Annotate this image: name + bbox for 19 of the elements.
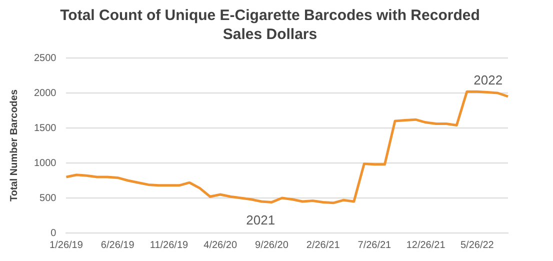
x-tick-label: 9/26/20: [255, 240, 289, 251]
x-tick-label: 7/26/21: [358, 240, 392, 251]
y-tick-label: 500: [40, 192, 57, 204]
y-tick-label: 1500: [34, 122, 57, 134]
x-tick-label: 4/26/20: [204, 240, 238, 251]
x-tick-label: 12/26/21: [406, 240, 446, 251]
x-tick-label: 2/26/21: [306, 240, 340, 251]
x-tick-label: 5/26/22: [460, 240, 494, 251]
y-axis-title: Total Number Barcodes: [8, 89, 20, 202]
x-tick-label: 6/26/19: [100, 240, 135, 251]
x-tick-label: 11/26/19: [150, 240, 189, 251]
x-tick-label: 1/26/19: [50, 240, 84, 251]
y-tick-label: 2000: [34, 88, 57, 99]
y-tick-label: 2500: [34, 52, 57, 64]
y-tick-label: 1000: [34, 158, 57, 169]
annotation: 2021: [246, 212, 276, 228]
chart-title: Total Count of Unique E-Cigarette Barcodes with Recorded Sales Dollars: [60, 6, 480, 44]
y-tick-label: 0: [50, 228, 57, 239]
annotation: 2022: [474, 72, 503, 88]
